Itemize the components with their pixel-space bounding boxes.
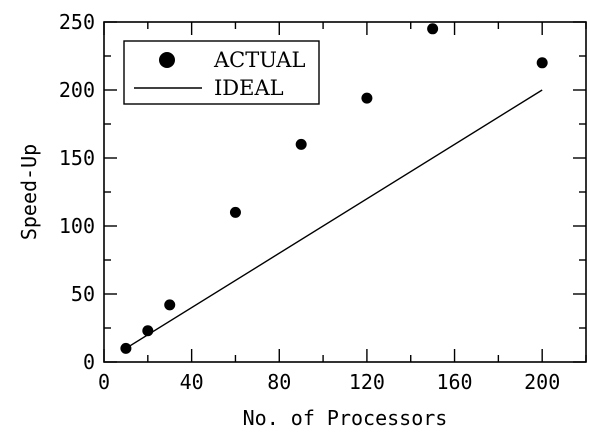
x-tick-label: 80 xyxy=(267,370,291,394)
plot-frame xyxy=(103,21,587,363)
actual-point xyxy=(164,299,176,311)
y-tick-label: 150 xyxy=(59,146,95,170)
x-tick-label: 200 xyxy=(524,370,560,394)
legend-box xyxy=(123,40,320,105)
actual-point xyxy=(427,23,439,35)
x-tick-label: 0 xyxy=(98,370,110,394)
ideal-line xyxy=(125,89,543,349)
legend-actual-label: ACTUAL xyxy=(213,48,305,72)
actual-point xyxy=(229,206,241,218)
y-tick-label: 100 xyxy=(59,214,95,238)
actual-point xyxy=(536,57,548,69)
y-tick-label: 200 xyxy=(59,78,95,102)
x-tick-label: 40 xyxy=(180,370,204,394)
y-tick-label: 250 xyxy=(59,10,95,34)
y-tick-label: 0 xyxy=(83,350,95,374)
x-axis-label: No. of Processors xyxy=(243,406,448,430)
actual-point xyxy=(295,138,307,150)
y-tick-label: 50 xyxy=(71,282,95,306)
actual-point xyxy=(120,342,132,354)
tick-labels: 0 40 80 120 160 200 0 50 100 150 200 250 xyxy=(59,10,560,394)
x-tick-label: 160 xyxy=(436,370,472,394)
y-axis-label: Speed-Up xyxy=(17,144,41,240)
legend: ACTUAL IDEAL xyxy=(123,40,320,105)
actual-point xyxy=(142,325,154,337)
x-tick-label: 120 xyxy=(349,370,385,394)
chart-marks xyxy=(120,23,548,354)
legend-actual-marker xyxy=(159,52,175,68)
actual-point xyxy=(361,92,373,104)
legend-ideal-label: IDEAL xyxy=(214,76,284,100)
